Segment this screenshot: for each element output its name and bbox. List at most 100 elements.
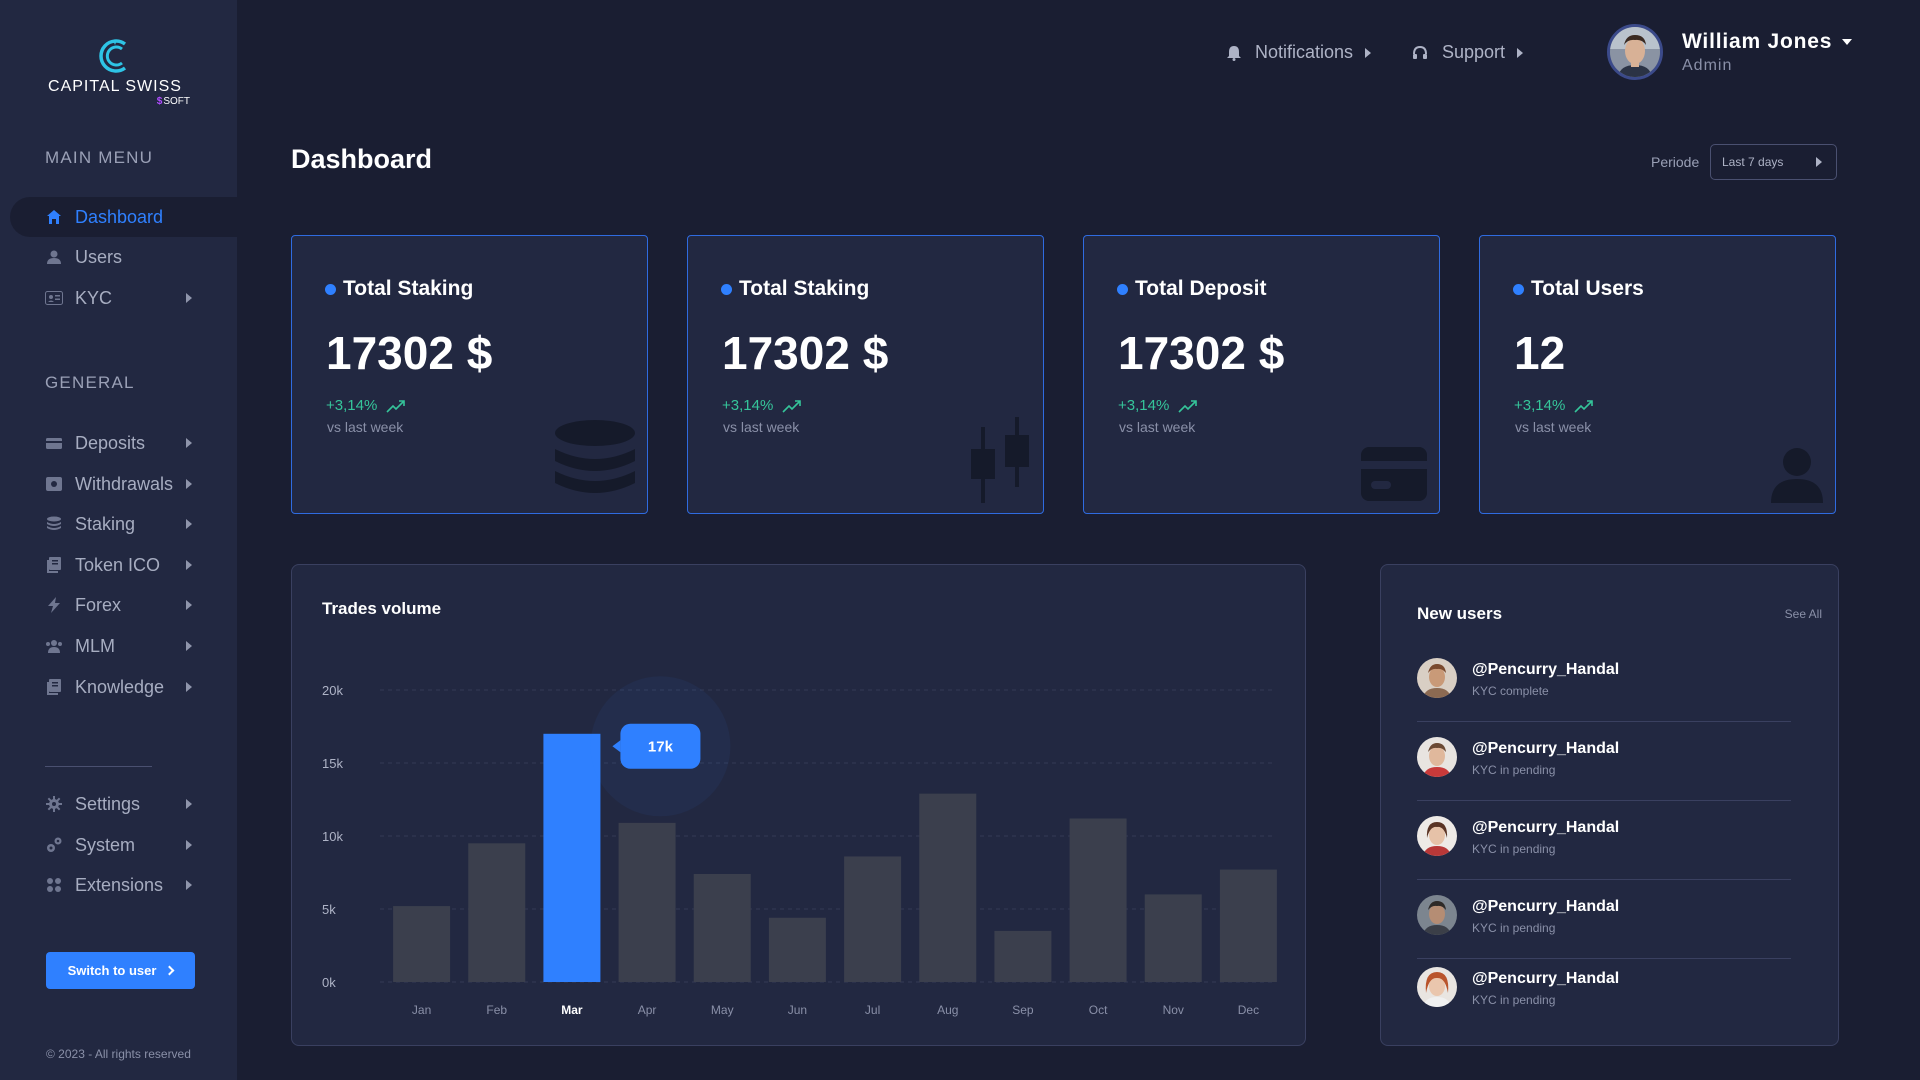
new-users-panel: New users See All @Pencurry_Handal KYC c… <box>1380 564 1839 1046</box>
card-title: Total Users <box>1513 277 1644 301</box>
users-icon <box>45 637 63 655</box>
sidebar-item-extensions[interactable]: Extensions <box>10 865 237 905</box>
sidebar-divider <box>45 766 152 767</box>
brand-logo[interactable]: CAPITAL SWISS $SOFT <box>38 36 192 110</box>
main-menu-heading: MAIN MENU <box>45 148 154 167</box>
card-change: +3,14% <box>722 397 802 414</box>
stat-card-total-staking: Total Staking 17302 $ +3,14% vs last wee… <box>291 235 648 514</box>
sidebar-item-kyc[interactable]: KYC <box>10 278 237 318</box>
kyc-status: KYC in pending <box>1472 921 1556 935</box>
notifications-link[interactable]: Notifications <box>1227 42 1372 63</box>
sidebar-item-users[interactable]: Users <box>10 237 237 277</box>
sidebar-item-label: Dashboard <box>75 206 164 227</box>
wallet-icon <box>45 434 63 452</box>
sidebar-item-knowledge[interactable]: Knowledge <box>10 667 237 707</box>
sidebar-item-label: Deposits <box>75 432 146 453</box>
caret-right-icon <box>186 438 192 448</box>
chart-title: Trades volume <box>322 599 442 618</box>
sidebar-item-label: System <box>75 834 136 855</box>
user-menu[interactable]: William Jones <box>1682 30 1853 54</box>
bar <box>543 733 601 982</box>
bar <box>693 873 751 982</box>
credit-card-icon <box>1361 447 1427 501</box>
coins-stack-icon <box>555 420 635 493</box>
divider <box>1417 800 1791 801</box>
support-link[interactable]: Support <box>1412 42 1524 63</box>
trend-up-icon <box>782 399 802 413</box>
user-handle: @Pencurry_Handal <box>1472 819 1620 836</box>
id-card-icon <box>45 289 63 307</box>
bar <box>844 856 902 982</box>
x-tick-label: Jul <box>865 1003 880 1017</box>
card-value: 17302 $ <box>1118 327 1285 379</box>
home-icon <box>45 208 63 226</box>
list-item[interactable]: @Pencurry_Handal KYC in pending <box>1417 816 1791 886</box>
sidebar-item-system[interactable]: System <box>10 825 237 865</box>
support-label: Support <box>1442 42 1506 62</box>
sidebar-item-label: Token ICO <box>75 554 161 575</box>
stat-card-total-users: Total Users 12 +3,14% vs last week <box>1479 235 1836 514</box>
sidebar-item-label: KYC <box>75 287 113 308</box>
brand-sub: $SOFT <box>156 96 190 107</box>
sidebar-item-deposits[interactable]: Deposits <box>10 423 237 463</box>
card-vs: vs last week <box>1119 419 1196 435</box>
sidebar-item-dashboard[interactable]: Dashboard <box>10 197 237 237</box>
period-select[interactable]: Last 7 days <box>1710 144 1837 180</box>
bar <box>393 906 451 982</box>
caret-right-icon <box>186 560 192 570</box>
sidebar-item-label: Staking <box>75 513 136 534</box>
x-tick-label: Oct <box>1089 1003 1108 1017</box>
dot-icon <box>325 283 336 295</box>
card-vs: vs last week <box>723 419 800 435</box>
list-item[interactable]: @Pencurry_Handal KYC in pending <box>1417 895 1791 965</box>
divider <box>1417 879 1791 880</box>
card-vs: vs last week <box>327 419 404 435</box>
x-tick-label: Sep <box>1012 1003 1034 1017</box>
trend-up-icon <box>1178 399 1198 413</box>
sidebar-item-staking[interactable]: Staking <box>10 504 237 544</box>
bell-icon <box>1227 45 1241 61</box>
switch-to-user-button[interactable]: Switch to user <box>46 952 195 989</box>
bar <box>1069 818 1127 982</box>
y-tick-label: 10k <box>322 829 343 844</box>
x-tick-label: Nov <box>1163 1003 1184 1017</box>
tooltip-pointer <box>612 740 621 753</box>
avatar <box>1417 895 1457 935</box>
card-value: 17302 $ <box>722 327 889 379</box>
see-all-link[interactable]: See All <box>1784 607 1822 621</box>
sidebar-item-mlm[interactable]: MLM <box>10 626 237 666</box>
sidebar-item-label: Settings <box>75 793 141 814</box>
kyc-status: KYC in pending <box>1472 993 1556 1007</box>
y-tick-label: 15k <box>322 756 343 771</box>
sidebar-item-withdrawals[interactable]: Withdrawals <box>10 464 237 504</box>
y-tick-label: 0k <box>322 975 336 990</box>
bar <box>1144 894 1202 982</box>
y-tick-label: 20k <box>322 683 343 698</box>
kyc-status: KYC in pending <box>1472 842 1556 856</box>
divider <box>1417 721 1791 722</box>
user-role: Admin <box>1682 57 1733 74</box>
list-item[interactable]: @Pencurry_Handal KYC in pending <box>1417 967 1791 1037</box>
caret-right-icon <box>186 641 192 651</box>
bar <box>768 917 826 982</box>
sidebar-item-forex[interactable]: Forex <box>10 585 237 625</box>
avatar <box>1417 737 1457 777</box>
avatar-photo <box>1610 27 1660 77</box>
trend-up-icon <box>386 399 406 413</box>
safe-icon <box>45 475 63 493</box>
caret-right-icon <box>1365 47 1372 58</box>
card-value: 17302 $ <box>326 327 493 379</box>
sidebar-item-token-ico[interactable]: Token ICO <box>10 545 237 585</box>
copyright: © 2023 - All rights reserved <box>46 1047 191 1061</box>
sidebar-item-settings[interactable]: Settings <box>10 784 237 824</box>
caret-right-icon <box>186 840 192 850</box>
stat-card-total-deposit: Total Deposit 17302 $ +3,14% vs last wee… <box>1083 235 1440 514</box>
list-item[interactable]: @Pencurry_Handal KYC complete <box>1417 658 1791 728</box>
avatar <box>1417 967 1457 1007</box>
sidebar-item-label: MLM <box>75 635 115 656</box>
caret-right-icon <box>186 880 192 890</box>
list-item[interactable]: @Pencurry_Handal KYC in pending <box>1417 737 1791 807</box>
dot-icon <box>721 283 732 295</box>
candlestick-icon <box>971 417 1029 503</box>
user-avatar[interactable] <box>1607 24 1663 80</box>
